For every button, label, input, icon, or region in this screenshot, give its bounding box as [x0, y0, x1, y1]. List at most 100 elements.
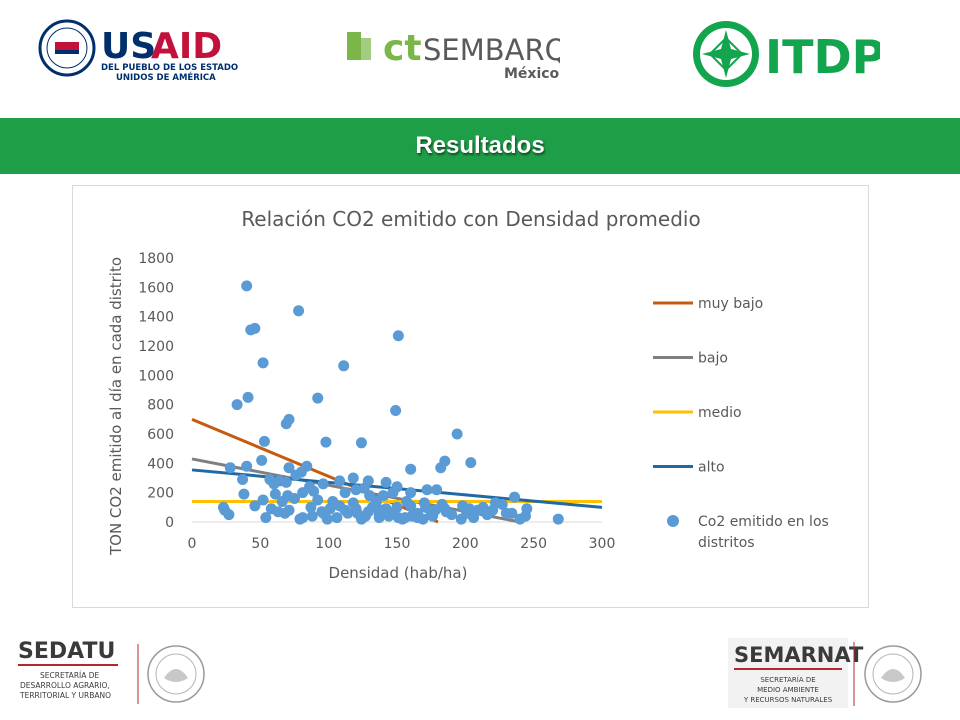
data-point [387, 487, 399, 499]
data-point [338, 360, 350, 372]
data-point [506, 507, 518, 519]
data-point [238, 488, 250, 500]
semarnat-line-2: MEDIO AMBIENTE [757, 686, 819, 694]
cts-embarq-logo: ct SEMBARQ México [347, 28, 560, 82]
y-tick-label: 0 [165, 515, 174, 531]
data-point [258, 435, 270, 447]
y-tick-label: 1000 [138, 368, 174, 384]
cts-embarq: SEMBARQ [423, 33, 560, 67]
legend-label: alto [698, 460, 725, 476]
banner-title: Resultados [415, 132, 545, 159]
x-tick-label: 250 [520, 536, 547, 552]
legend-swatch [667, 515, 679, 527]
chart-title: Relación CO2 emitido con Densidad promed… [241, 207, 700, 231]
usaid-logo: US AID DEL PUEBLO DE LOS ESTADOS UNIDOS … [38, 19, 238, 82]
legend-label-continued: distritos [698, 535, 755, 551]
y-tick-label: 600 [147, 427, 174, 443]
data-point [350, 484, 362, 496]
data-point [320, 436, 332, 448]
y-axis-label: TON CO2 emitido al día en cada distrito [107, 257, 125, 556]
scatter-chart: Relación CO2 emitido con Densidad promed… [107, 207, 829, 582]
mexico-coat-of-arms-icon [147, 645, 205, 703]
data-point [257, 494, 269, 506]
data-point [392, 330, 404, 342]
data-point [280, 476, 292, 488]
mexico-coat-of-arms-icon [864, 645, 922, 703]
data-point [435, 462, 447, 474]
data-point [297, 512, 309, 524]
data-point [269, 488, 281, 500]
data-point [463, 503, 475, 515]
x-tick-label: 50 [251, 536, 269, 552]
usaid-tagline-2: UNIDOS DE AMÉRICA [116, 71, 216, 82]
data-point [355, 437, 367, 449]
data-point [380, 476, 392, 488]
data-point [421, 484, 433, 496]
data-point [331, 512, 343, 524]
y-tick-label: 1200 [138, 339, 174, 355]
data-point [245, 324, 257, 336]
data-point [293, 305, 305, 317]
data-point [347, 472, 359, 484]
y-tick-label: 1800 [138, 251, 174, 267]
data-point [280, 418, 292, 430]
data-point [260, 512, 272, 524]
data-point [312, 494, 324, 506]
data-point [297, 487, 309, 499]
x-tick-label: 100 [315, 536, 342, 552]
itdp-logo: ITDP [693, 21, 880, 87]
data-point [383, 510, 395, 522]
data-point [308, 485, 320, 497]
sedatu-line-3: TERRITORIAL Y URBANO [19, 691, 111, 700]
data-point [237, 473, 249, 485]
data-point [283, 504, 295, 516]
data-point [552, 513, 564, 525]
itdp-star-icon [693, 21, 759, 87]
data-point [468, 512, 480, 524]
data-point [224, 462, 236, 474]
data-point [465, 457, 477, 469]
data-point [257, 357, 269, 369]
x-tick-label: 200 [452, 536, 479, 552]
y-tick-label: 400 [147, 456, 174, 472]
data-point [431, 484, 443, 496]
data-point [312, 392, 324, 404]
data-point [272, 506, 284, 518]
semarnat-line-1: SECRETARÍA DE [760, 675, 815, 684]
data-point [242, 391, 254, 403]
data-point [217, 501, 229, 513]
section-banner: Resultados [0, 118, 960, 174]
sedatu-logo: SEDATU SECRETARÍA DE DESARROLLO AGRARIO,… [18, 639, 205, 704]
usaid-tagline-1: DEL PUEBLO DE LOS ESTADOS [101, 63, 238, 73]
legend-label: Co2 emitido en los [698, 514, 829, 530]
footer: SEDATU SECRETARÍA DE DESARROLLO AGRARIO,… [0, 630, 960, 720]
data-point [509, 491, 521, 503]
data-point [276, 495, 288, 507]
data-point [429, 504, 441, 516]
data-point [339, 487, 351, 499]
data-point [417, 513, 429, 525]
data-point [249, 500, 261, 512]
semarnat-logo: SEMARNAT SECRETARÍA DE MEDIO AMBIENTE Y … [728, 638, 922, 708]
data-point [268, 478, 280, 490]
data-point [420, 501, 432, 513]
data-point [399, 512, 411, 524]
legend-label: medio [698, 405, 742, 421]
y-tick-label: 1400 [138, 310, 174, 326]
data-point [366, 501, 378, 513]
data-point [373, 509, 385, 521]
data-point [317, 478, 329, 490]
sedatu-line-1: SECRETARÍA DE [40, 671, 100, 680]
data-point [339, 504, 351, 516]
data-point [451, 428, 463, 440]
x-tick-label: 150 [384, 536, 411, 552]
x-axis-label: Densidad (hab/ha) [329, 564, 468, 582]
itdp-name: ITDP [765, 30, 880, 84]
semarnat-line-3: Y RECURSOS NATURALES [743, 696, 833, 704]
data-point [231, 399, 243, 411]
data-point [514, 513, 526, 525]
data-point [241, 280, 253, 292]
data-point [351, 507, 363, 519]
header: US AID DEL PUEBLO DE LOS ESTADOS UNIDOS … [0, 0, 960, 118]
y-tick-label: 800 [147, 398, 174, 414]
